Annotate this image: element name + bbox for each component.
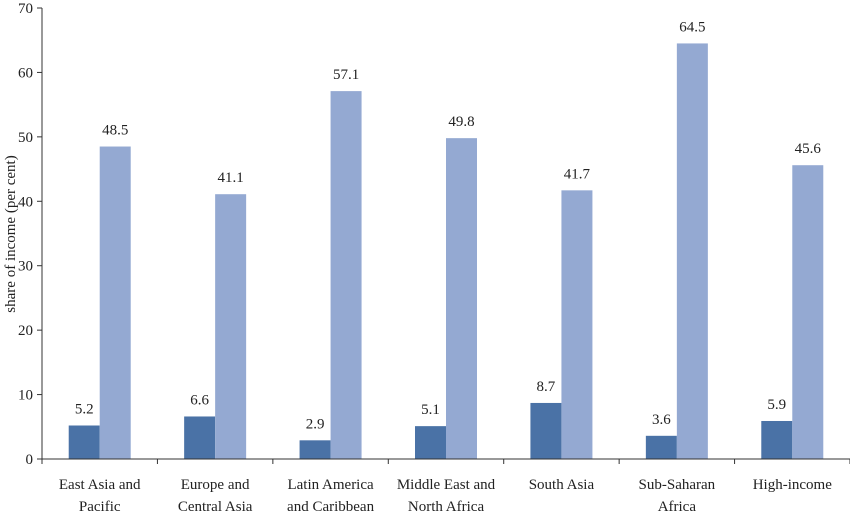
data-label: 6.6 [190,392,209,408]
data-label: 49.8 [448,114,474,130]
x-category-label: and Caribbean [287,499,375,514]
data-label: 41.1 [218,170,244,186]
y-tick-label: 60 [18,65,33,81]
data-label: 3.6 [652,412,671,428]
bar-series-2 [215,194,247,459]
bar-series-2 [446,138,477,459]
data-label: 5.1 [421,402,440,418]
bar-series-2 [561,190,593,459]
bar-series-1 [68,425,100,459]
x-category-label: East Asia and [59,477,141,493]
x-category-label: Africa [658,499,697,514]
x-category-label: Sub-Saharan [639,477,716,493]
bar-series-1 [184,416,216,459]
bar-series-2 [792,165,824,459]
data-label: 64.5 [679,19,705,35]
x-category-label: High-income [753,477,832,493]
bars [68,43,824,459]
bar-series-2 [676,43,708,459]
y-axis: 0 10 20 30 40 50 60 70 [18,1,43,468]
data-label: 48.5 [102,123,128,139]
data-label: 5.9 [767,397,786,413]
x-category-label: South Asia [529,477,595,493]
x-category-label: Central Asia [178,499,253,514]
data-label: 45.6 [795,141,822,157]
data-label: 8.7 [537,379,556,395]
y-tick-label: 10 [18,388,33,404]
bar-series-1 [645,435,677,459]
data-labels: 5.2 48.5 6.6 41.1 2.9 57.1 5.1 49.8 8.7 41.7 3.6 64… [75,19,822,432]
y-tick-label: 20 [18,323,33,339]
x-category-label: Europe and [181,477,250,493]
bar-series-1 [415,426,446,459]
bar-series-2 [99,146,131,459]
x-category-label: Pacific [79,499,121,514]
y-tick-label: 30 [18,259,33,275]
data-label: 57.1 [333,67,359,83]
y-tick-label: 50 [18,130,33,146]
x-axis: East Asia and Pacific Europe and Central As… [41,458,850,514]
y-tick-label: 40 [18,194,33,210]
bar-series-1 [761,420,793,459]
y-axis-label: share of income (per cent) [3,155,19,312]
y-tick-label: 70 [18,1,33,17]
data-label: 41.7 [564,166,591,182]
bar-series-1 [530,402,562,459]
y-tick-label: 0 [26,452,34,468]
x-category-label: Latin America [287,477,374,493]
bar-series-2 [330,91,362,459]
bar-series-1 [299,440,331,459]
data-label: 5.2 [75,401,94,417]
x-category-label: Middle East and [397,477,496,493]
x-category-label: North Africa [408,499,485,514]
data-label: 2.9 [306,416,325,432]
